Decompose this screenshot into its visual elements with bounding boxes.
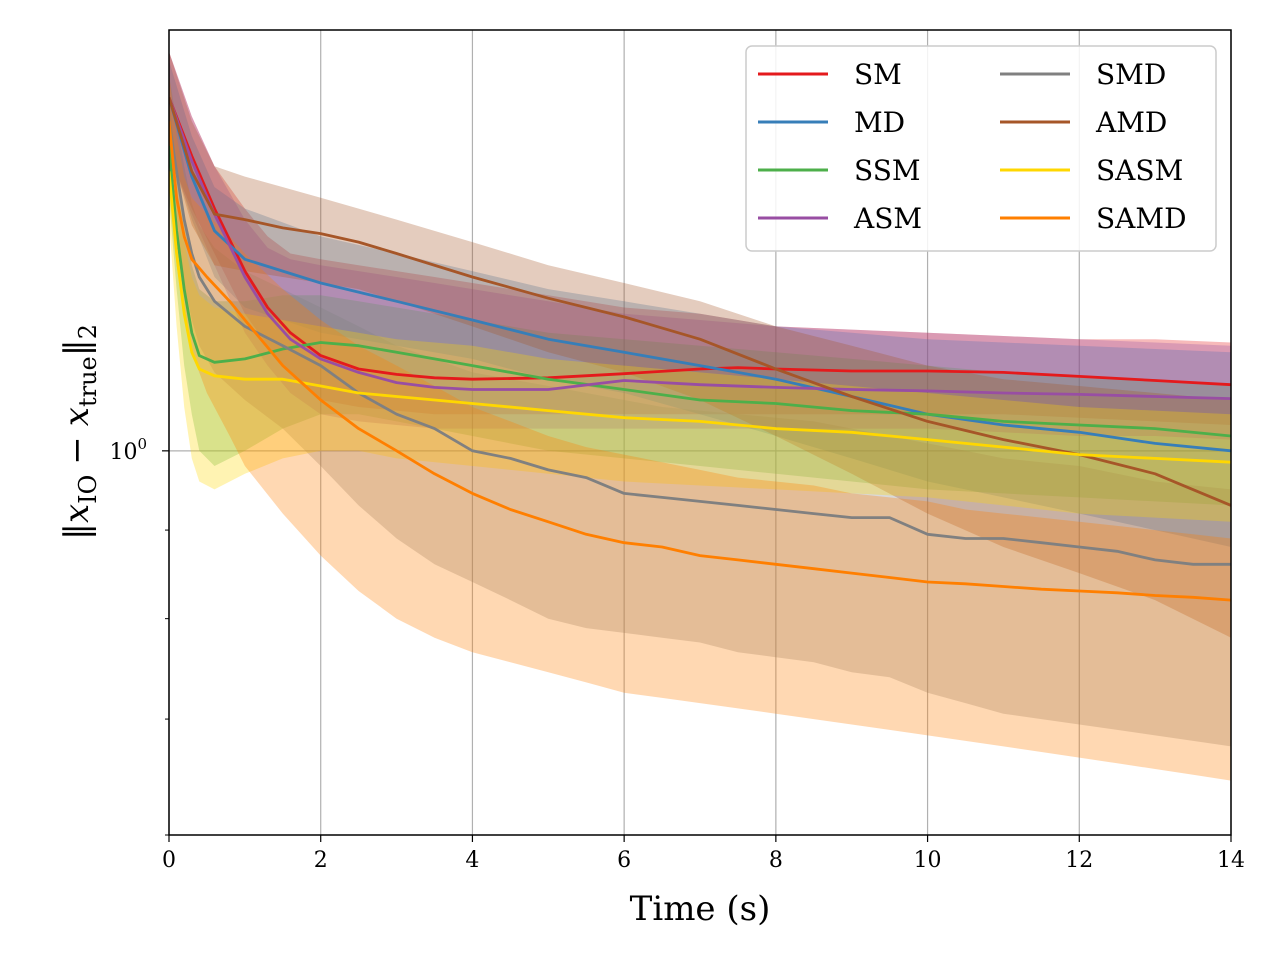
y-axis-ticks: 100 (109, 435, 169, 836)
y-label-norm-open: ‖ (57, 523, 97, 540)
band-sasm (169, 121, 1231, 522)
x-tick-label: 12 (1065, 848, 1093, 873)
series-line-ssm (169, 145, 1231, 438)
series-line-smd (169, 121, 1231, 566)
y-label-sub-2: 2 (74, 324, 102, 339)
legend-label-amd: AMD (1095, 106, 1167, 139)
band-md (169, 60, 1231, 547)
band-amd (169, 51, 1231, 638)
svg-text:‖xIO−xtrue‖2: ‖xIO−xtrue‖2 (57, 324, 102, 540)
x-tick-label: 4 (465, 848, 479, 873)
y-label-sub-true: true (74, 356, 102, 407)
series-line-sasm (169, 171, 1231, 464)
x-tick-label: 14 (1217, 848, 1245, 873)
band-sm (169, 51, 1231, 426)
legend-box (745, 45, 1217, 252)
legend-label-samd: SAMD (1096, 202, 1187, 235)
legend: SM MD SSM ASM SMD AMD SASM SAMD (745, 45, 1217, 252)
series-line-md (169, 97, 1231, 453)
legend-label-sasm: SASM (1096, 154, 1183, 187)
band-asm (169, 51, 1231, 440)
series-line-asm (169, 96, 1231, 400)
y-label-x: x (57, 504, 97, 523)
legend-label-asm: ASM (853, 202, 922, 235)
x-tick-label: 0 (162, 848, 176, 873)
plot-frame (168, 29, 1232, 836)
legend-label-md: MD (854, 106, 905, 139)
band-smd (169, 74, 1231, 747)
series-line-sm (169, 96, 1231, 387)
x-tick-label: 2 (314, 848, 328, 873)
y-label-minus: − (57, 436, 97, 465)
x-tick-label: 8 (769, 848, 783, 873)
y-label-x2: x (57, 407, 97, 426)
y-axis-label: ‖xIO−xtrue‖2 (57, 324, 102, 540)
y-tick-label: 100 (109, 435, 147, 465)
y-label-norm-close: ‖ (57, 339, 97, 356)
y-label-sub-io: IO (74, 475, 102, 504)
series-line-samd (169, 121, 1231, 602)
band-samd (169, 74, 1231, 781)
band-ssm (169, 97, 1231, 506)
legend-label-smd: SMD (1096, 58, 1166, 91)
x-axis-label: Time (s) (630, 889, 771, 929)
series-lines (169, 96, 1231, 602)
confidence-bands (169, 51, 1231, 781)
legend-label-ssm: SSM (854, 154, 921, 187)
legend-label-sm: SM (854, 58, 902, 91)
x-tick-label: 10 (914, 848, 942, 873)
x-axis-ticks: 0 2 4 6 8 10 12 14 (162, 835, 1245, 873)
x-tick-label: 6 (617, 848, 631, 873)
series-line-amd (169, 96, 1231, 507)
